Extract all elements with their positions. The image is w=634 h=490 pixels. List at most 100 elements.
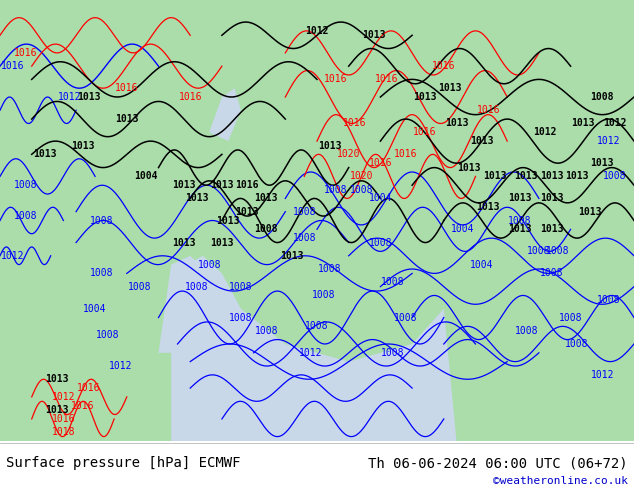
Text: 1018: 1018 [51, 427, 75, 437]
Text: 1020: 1020 [337, 149, 361, 159]
Text: 1008: 1008 [349, 185, 373, 195]
Text: 1016: 1016 [413, 127, 437, 137]
Text: 1013: 1013 [210, 180, 234, 190]
Text: 1004: 1004 [83, 304, 107, 314]
Text: 1016: 1016 [70, 401, 94, 411]
Text: 1008: 1008 [368, 238, 392, 247]
Text: 1004: 1004 [470, 260, 494, 270]
Text: 1012: 1012 [299, 348, 323, 358]
Polygon shape [209, 88, 241, 141]
Text: 1008: 1008 [597, 295, 621, 305]
Text: 1008: 1008 [96, 330, 120, 340]
Text: 1013: 1013 [540, 194, 564, 203]
Text: 1013: 1013 [45, 374, 69, 384]
Text: 1016: 1016 [1, 61, 25, 71]
Text: 1013: 1013 [565, 172, 589, 181]
Text: 1008: 1008 [381, 348, 405, 358]
Text: 1004: 1004 [451, 224, 475, 234]
Text: 1008: 1008 [527, 246, 551, 256]
Text: 1013: 1013 [184, 194, 209, 203]
Text: 1008: 1008 [318, 264, 342, 274]
Text: 1008: 1008 [292, 207, 316, 217]
Text: 1008: 1008 [514, 326, 538, 336]
Text: 1008: 1008 [13, 180, 37, 190]
Text: 1008: 1008 [254, 326, 278, 336]
Text: 1008: 1008 [540, 269, 564, 278]
Text: 1013: 1013 [578, 207, 602, 217]
Text: 1013: 1013 [571, 119, 595, 128]
Text: 1008: 1008 [254, 224, 278, 234]
Text: 1016: 1016 [77, 383, 101, 393]
Text: 1016: 1016 [235, 180, 259, 190]
Text: 1008: 1008 [603, 172, 627, 181]
Text: 1012: 1012 [1, 251, 25, 261]
Text: ©weatheronline.co.uk: ©weatheronline.co.uk [493, 476, 628, 486]
Text: 1013: 1013 [540, 224, 564, 234]
Text: 1016: 1016 [324, 74, 348, 84]
Text: 1008: 1008 [508, 216, 532, 225]
Text: 1008: 1008 [229, 282, 253, 292]
Text: 1008: 1008 [311, 291, 335, 300]
Text: 1013: 1013 [77, 92, 101, 102]
Text: 1020: 1020 [349, 172, 373, 181]
Text: 1012: 1012 [597, 136, 621, 146]
Text: 1013: 1013 [476, 202, 500, 212]
Text: 1013: 1013 [514, 172, 538, 181]
Text: 1008: 1008 [559, 313, 583, 322]
FancyBboxPatch shape [0, 0, 634, 441]
Text: 1013: 1013 [508, 194, 532, 203]
Text: 1013: 1013 [508, 224, 532, 234]
Text: 1013: 1013 [45, 405, 69, 415]
Text: 1013: 1013 [482, 172, 507, 181]
Text: 1013: 1013 [210, 238, 234, 247]
Text: 1012: 1012 [51, 392, 75, 402]
Text: 1013: 1013 [590, 158, 614, 168]
Text: 1016: 1016 [178, 92, 202, 102]
Text: 1016: 1016 [13, 48, 37, 58]
Text: 1004: 1004 [134, 172, 158, 181]
Text: 1008: 1008 [305, 321, 329, 331]
Text: 1008: 1008 [590, 92, 614, 102]
Text: 1012: 1012 [108, 361, 133, 371]
Text: 1008: 1008 [324, 185, 348, 195]
Text: Surface pressure [hPa] ECMWF: Surface pressure [hPa] ECMWF [6, 456, 241, 470]
Text: 1016: 1016 [432, 61, 456, 71]
Text: 1013: 1013 [438, 83, 462, 93]
Text: 1016: 1016 [115, 83, 139, 93]
Text: 1013: 1013 [235, 207, 259, 217]
Text: 1013: 1013 [254, 194, 278, 203]
Text: 1012: 1012 [533, 127, 557, 137]
Text: 1013: 1013 [70, 141, 94, 150]
Text: 1013: 1013 [318, 141, 342, 150]
Text: 1008: 1008 [13, 211, 37, 221]
Text: 1012: 1012 [590, 370, 614, 380]
Text: 1013: 1013 [172, 180, 196, 190]
Text: 1013: 1013 [216, 216, 240, 225]
Text: 1016: 1016 [368, 158, 392, 168]
Text: 1016: 1016 [343, 119, 367, 128]
Text: 1008: 1008 [184, 282, 209, 292]
Text: 1008: 1008 [546, 246, 570, 256]
Text: 1013: 1013 [470, 136, 494, 146]
Text: 1016: 1016 [394, 149, 418, 159]
Text: 1013: 1013 [362, 30, 386, 40]
Polygon shape [171, 256, 456, 441]
Text: 1008: 1008 [229, 313, 253, 322]
Text: 1008: 1008 [197, 260, 221, 270]
Text: 1013: 1013 [457, 163, 481, 172]
Text: 1008: 1008 [89, 216, 113, 225]
Text: 1013: 1013 [413, 92, 437, 102]
Text: 1004: 1004 [368, 194, 392, 203]
Text: 1008: 1008 [565, 339, 589, 349]
Text: 1008: 1008 [89, 269, 113, 278]
Polygon shape [158, 256, 216, 353]
Text: 1013: 1013 [115, 114, 139, 124]
Text: 1008: 1008 [394, 313, 418, 322]
Text: 1013: 1013 [444, 119, 469, 128]
Text: 1008: 1008 [127, 282, 152, 292]
Text: 1016: 1016 [375, 74, 399, 84]
Text: 1013: 1013 [32, 149, 56, 159]
Text: 1016: 1016 [51, 414, 75, 424]
Text: 1012: 1012 [305, 26, 329, 36]
Text: 1012: 1012 [603, 119, 627, 128]
